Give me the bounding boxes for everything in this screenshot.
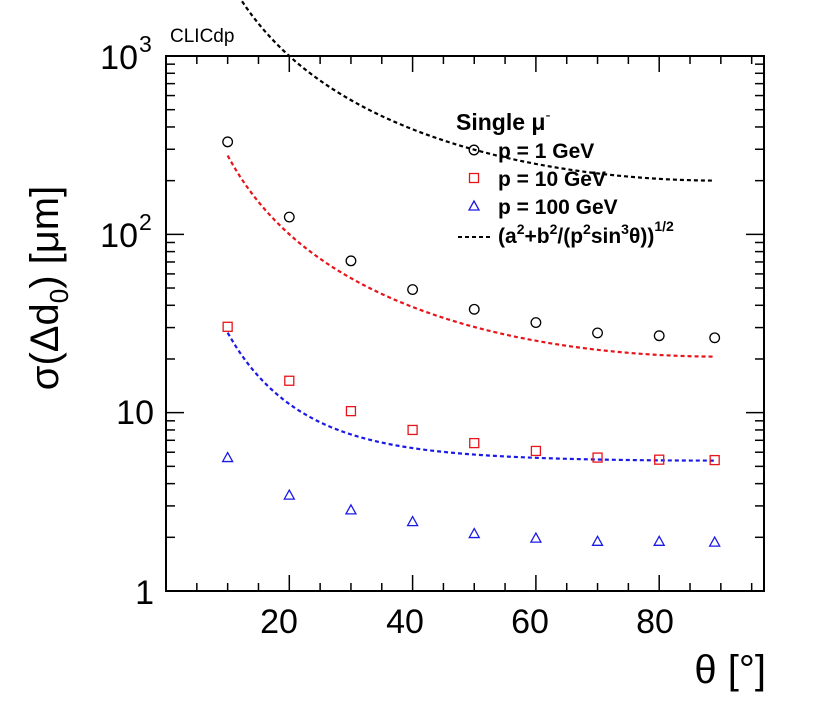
plot-frame xyxy=(165,55,765,592)
y-tick-exponent: 3 xyxy=(139,31,152,57)
fit-curve xyxy=(239,0,715,182)
x-tick-label: 60 xyxy=(511,603,549,641)
marker-triangle xyxy=(344,503,358,515)
marker-circle xyxy=(407,284,419,296)
y-tick-label: 10 xyxy=(100,39,138,77)
fit-curve xyxy=(226,332,715,462)
legend-title: Single μ- xyxy=(456,107,550,135)
marker-square xyxy=(654,454,665,465)
marker-circle xyxy=(653,330,665,342)
marker-triangle xyxy=(708,535,721,547)
fit-curve xyxy=(226,155,715,358)
legend-entry-10gev: p = 10 GeV xyxy=(498,168,606,191)
x-tick-label: 80 xyxy=(636,603,674,641)
x-axis-title: θ [°] xyxy=(694,648,766,692)
marker-triangle xyxy=(591,534,604,546)
marker-square xyxy=(407,424,418,436)
marker-square xyxy=(222,321,233,332)
marker-triangle xyxy=(653,534,666,546)
marker-triangle xyxy=(406,515,419,527)
axis-ticks xyxy=(165,56,764,592)
marker-triangle xyxy=(283,488,296,500)
legend-marker-square xyxy=(468,172,480,184)
x-tick-label: 40 xyxy=(386,603,424,641)
marker-circle xyxy=(592,327,603,339)
marker-square xyxy=(284,375,295,386)
legend-marker-circle xyxy=(468,144,480,156)
marker-circle xyxy=(709,332,721,344)
marker-square xyxy=(592,452,603,463)
y-tick-label: 10 xyxy=(100,217,138,255)
legend-marker-triangle xyxy=(467,199,481,211)
marker-square xyxy=(469,437,480,449)
marker-square xyxy=(345,405,357,417)
y-axis-title: σ(Δd0) [μm] xyxy=(23,186,74,390)
marker-circle xyxy=(222,136,234,148)
marker-square xyxy=(709,454,720,466)
y-tick-label: 10 xyxy=(116,394,154,432)
x-tick-label: 20 xyxy=(260,603,298,641)
marker-triangle xyxy=(221,451,234,463)
legend: Single μ- p = 1 GeV p = 10 GeV p = 100 G… xyxy=(456,107,674,248)
y-tick-label: 1 xyxy=(135,574,154,612)
y-tick-exponent: 2 xyxy=(139,209,152,235)
marker-circle xyxy=(345,255,357,267)
marker-circle xyxy=(283,211,295,223)
clicdp-watermark: CLICdp xyxy=(170,26,234,47)
fit-curves xyxy=(226,0,715,462)
legend-entry-100gev: p = 100 GeV xyxy=(498,196,618,219)
legend-entry-fit: (a2+b2/(p2sin3θ))1/2 xyxy=(498,218,674,248)
data-markers xyxy=(221,136,721,547)
marker-square xyxy=(530,445,542,457)
marker-circle xyxy=(530,317,542,329)
legend-entry-1gev: p = 1 GeV xyxy=(498,140,594,163)
marker-triangle xyxy=(468,527,481,539)
marker-circle xyxy=(468,303,480,315)
marker-triangle xyxy=(529,531,543,543)
